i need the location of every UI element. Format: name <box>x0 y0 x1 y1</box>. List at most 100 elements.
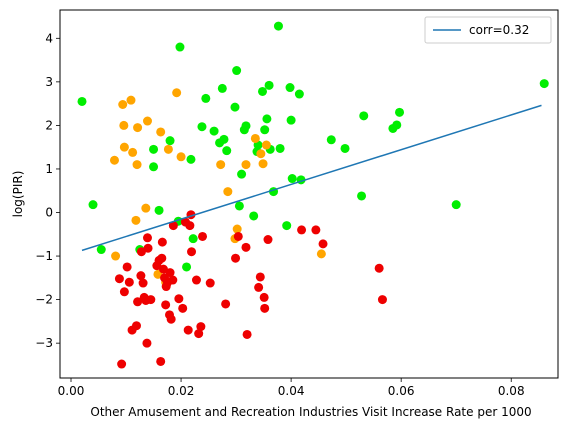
data-point <box>249 211 259 221</box>
data-point <box>395 107 405 117</box>
data-point <box>191 275 201 285</box>
points-layer <box>77 21 549 369</box>
data-point <box>161 300 171 310</box>
data-point <box>124 277 134 287</box>
data-point <box>275 143 285 153</box>
data-point <box>273 21 283 31</box>
data-point <box>258 159 268 169</box>
data-point <box>282 221 292 231</box>
data-point <box>186 154 196 164</box>
data-point <box>262 114 272 124</box>
data-point <box>111 251 121 261</box>
y-tick-label: 4 <box>45 31 53 45</box>
data-point <box>168 275 178 285</box>
data-point <box>138 278 148 288</box>
data-point <box>149 144 159 154</box>
data-point <box>122 262 132 272</box>
data-point <box>197 122 207 132</box>
x-axis-label: Other Amusement and Recreation Industrie… <box>90 405 531 419</box>
data-point <box>156 356 166 366</box>
data-point <box>241 160 251 170</box>
data-point <box>392 120 402 130</box>
data-point <box>136 271 146 281</box>
data-point <box>294 89 304 99</box>
data-point <box>258 86 267 96</box>
data-point <box>163 144 173 154</box>
y-axis-label: log(PIR) <box>11 171 25 218</box>
data-point <box>209 126 219 136</box>
data-point <box>232 224 242 234</box>
legend-entry-label: corr=0.32 <box>469 23 529 37</box>
data-point <box>114 274 124 284</box>
y-tick-label: 0 <box>45 206 53 220</box>
data-point <box>237 169 247 179</box>
data-point <box>126 95 136 105</box>
data-point <box>176 152 186 162</box>
data-point <box>131 215 141 225</box>
data-point <box>255 272 265 282</box>
data-point <box>223 187 233 197</box>
data-point <box>133 123 143 133</box>
data-point <box>88 200 98 210</box>
data-point <box>201 93 211 103</box>
data-point <box>318 239 328 249</box>
data-point <box>250 133 260 143</box>
data-point <box>156 127 166 137</box>
data-point <box>254 282 264 292</box>
data-point <box>117 359 127 369</box>
data-point <box>146 295 156 305</box>
y-tick-label: −2 <box>35 293 53 307</box>
data-point <box>539 79 549 89</box>
x-axis: 0.00 0.02 0.04 0.06 0.08 <box>58 378 525 398</box>
data-point <box>217 83 227 93</box>
data-point <box>326 135 336 145</box>
plot-frame <box>59 9 559 379</box>
data-point <box>119 120 129 130</box>
trend-layer <box>81 104 542 252</box>
trend-line <box>81 104 542 252</box>
data-point <box>222 146 232 156</box>
data-point <box>261 140 271 150</box>
data-point <box>357 191 367 201</box>
data-point <box>230 102 240 112</box>
y-tick-label: −3 <box>35 336 53 350</box>
data-point <box>359 111 369 121</box>
data-point <box>188 234 198 244</box>
data-point <box>157 237 167 247</box>
data-point <box>178 303 188 313</box>
data-point <box>142 338 152 348</box>
data-point <box>158 264 168 274</box>
data-point <box>157 253 167 263</box>
data-point <box>187 247 197 257</box>
data-point <box>241 121 251 131</box>
data-point <box>216 160 226 170</box>
data-point <box>194 329 204 339</box>
data-point <box>154 205 164 215</box>
data-point <box>316 249 326 259</box>
data-point <box>263 235 273 245</box>
data-point <box>232 66 242 76</box>
data-point <box>149 162 159 172</box>
data-point <box>175 42 185 52</box>
data-point <box>242 329 252 339</box>
data-point <box>451 200 461 210</box>
y-tick-label: 2 <box>45 118 53 132</box>
legend: corr=0.32 <box>424 16 552 44</box>
data-point <box>377 295 387 305</box>
x-tick-label: 0.04 <box>278 384 305 398</box>
data-point <box>231 253 241 263</box>
data-point <box>241 242 251 252</box>
data-point <box>221 299 231 309</box>
y-tick-label: −1 <box>35 249 53 263</box>
y-axis: −3 −2 −1 0 1 2 3 4 <box>35 31 60 350</box>
x-tick-label: 0.00 <box>58 384 85 398</box>
data-point <box>136 247 146 257</box>
data-point <box>286 115 296 125</box>
x-tick-label: 0.02 <box>168 384 195 398</box>
data-point <box>182 262 192 272</box>
x-tick-label: 0.08 <box>498 384 525 398</box>
data-point <box>172 88 182 98</box>
data-point <box>166 314 176 324</box>
data-point <box>233 231 243 241</box>
data-point <box>183 325 193 335</box>
